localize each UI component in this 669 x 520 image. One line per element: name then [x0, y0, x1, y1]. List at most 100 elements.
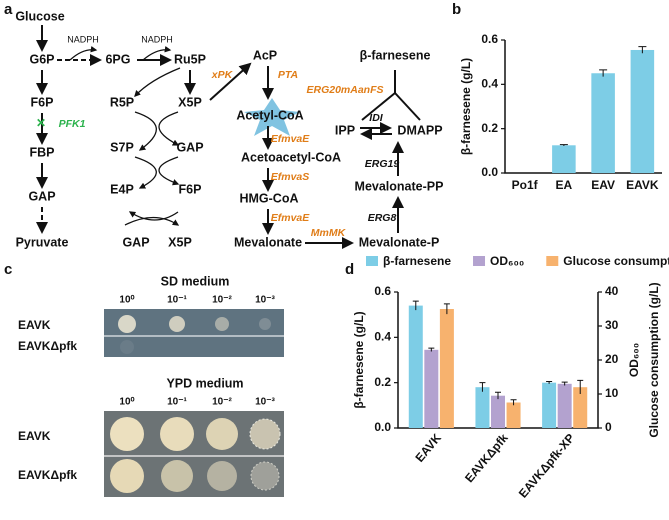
enzyme: EfmvaE [271, 133, 311, 145]
metabolite: 6PG [105, 52, 130, 66]
metabolite: R5P [110, 95, 134, 109]
metabolite: S7P [110, 140, 134, 154]
pathway: Glucose G6P 6PG Ru5P F6P FBP GAP Pyruvat… [15, 9, 443, 249]
cofactor: NADPH [67, 34, 99, 44]
metabolite: HMG-CoA [239, 191, 298, 205]
metabolite: GAP [28, 189, 55, 203]
panel-label: d [345, 261, 354, 278]
metabolite: Mevalonate-PP [355, 179, 444, 193]
tick-label: 0.4 [374, 330, 391, 344]
knockout-mark: ✕ [36, 116, 46, 130]
metabolite: AcP [253, 48, 277, 62]
enzyme: MmMK [311, 227, 347, 239]
metabolite: F6P [31, 95, 54, 109]
enzyme: ERG19 [365, 158, 400, 170]
enzyme: EfmvaS [271, 171, 310, 183]
x-tick-label: EAVK [626, 178, 659, 192]
y-axis-label: β-farnesene (g/L) [459, 58, 473, 155]
x-tick-label: EAVKΔpfk-XP [516, 431, 578, 501]
enzyme: EfmvaE [271, 212, 311, 224]
metabolite: DMAPP [397, 123, 442, 137]
legend-label: Glucose consumption [563, 254, 669, 268]
strain-label: EAVK [18, 318, 51, 332]
dilution: 10⁻¹ [167, 397, 187, 408]
panel-label: a [4, 1, 13, 18]
enzyme: PTA [278, 69, 298, 81]
error-bar [510, 399, 517, 406]
metabolite: Acetyl-CoA [236, 108, 303, 122]
error-bar [495, 391, 501, 400]
metabolite: β-farnesene [360, 48, 431, 62]
metabolite: GAP [122, 235, 149, 249]
enzyme: ERG8 [368, 212, 397, 224]
metabolite: Pyruvate [16, 235, 69, 249]
x-tick-label: Po1f [512, 178, 539, 192]
legend-swatch [473, 256, 486, 266]
legend-swatch [546, 256, 559, 266]
plate-title: YPD medium [166, 376, 243, 390]
bar [439, 309, 454, 428]
metabolite: X5P [178, 95, 202, 109]
bar [491, 395, 505, 428]
tick-label: 0.2 [481, 121, 498, 135]
tick-label: 0.2 [374, 375, 391, 389]
bar [408, 305, 423, 428]
bar [552, 145, 576, 173]
plate-title: SD medium [161, 274, 230, 288]
tick-label: 0.4 [481, 77, 498, 91]
dilution: 10⁻² [212, 397, 232, 408]
dilution: 10⁻³ [255, 295, 275, 306]
tick-label: 40 [605, 284, 619, 298]
error-bar [559, 144, 568, 146]
error-bar [443, 303, 450, 315]
bar [591, 73, 615, 173]
panel-label: c [4, 261, 12, 278]
pathway-arrows: ✕ [36, 25, 421, 249]
metabolite: IPP [335, 123, 355, 137]
tick-label: 20 [605, 352, 619, 366]
error-bar [428, 347, 435, 352]
enzyme: IDI [369, 112, 384, 124]
y2-axis-label: Glucose consumption (g/L) [647, 282, 661, 437]
strain-label: EAVKΔpfk [18, 468, 77, 482]
metabolite: Glucose [15, 9, 64, 23]
bar [475, 387, 490, 428]
strain-label: EAVK [18, 429, 51, 443]
tick-label: 0.0 [481, 165, 498, 179]
metabolite: Ru5P [174, 52, 206, 66]
cofactor: NADPH [141, 34, 173, 44]
metabolite: FBP [30, 145, 55, 159]
tick-label: 0.0 [374, 420, 391, 434]
enzyme: xPK [211, 69, 234, 81]
y2-axis-label: OD₆₀₀ [627, 343, 641, 377]
x-tick-label: EAV [591, 178, 615, 192]
x-tick-label: EAVKΔpfk [462, 431, 511, 486]
dilution: 10⁻¹ [167, 295, 187, 306]
enzyme: ERG20mAanFS [306, 84, 383, 96]
plate-photo [104, 309, 284, 357]
dilution: 10⁻³ [255, 397, 275, 408]
error-bar [561, 381, 568, 386]
strain-label: EAVKΔpfk [18, 339, 77, 353]
metabolite: Mevalonate-P [359, 235, 440, 249]
legend-label: OD₆₀₀ [490, 254, 524, 268]
metabolite: Mevalonate [234, 235, 302, 249]
x-tick-label: EAVK [412, 431, 444, 465]
error-bar [412, 300, 419, 311]
dilution: 10⁰ [119, 295, 134, 306]
metabolite: E4P [110, 182, 134, 196]
tick-label: 0.6 [374, 284, 391, 298]
error-bar [546, 381, 553, 384]
bar [557, 383, 572, 428]
x-tick-label: EA [556, 178, 573, 192]
error-bar [577, 379, 584, 394]
error-bar [599, 69, 608, 77]
error-bar [479, 382, 486, 392]
bar [573, 387, 588, 428]
enzyme: PFK1 [59, 118, 86, 130]
metabolite: G6P [29, 52, 54, 66]
plates: SD medium 10⁰ 10⁻¹ 10⁻² 10⁻³ EAVK EAVKΔp… [18, 274, 284, 497]
